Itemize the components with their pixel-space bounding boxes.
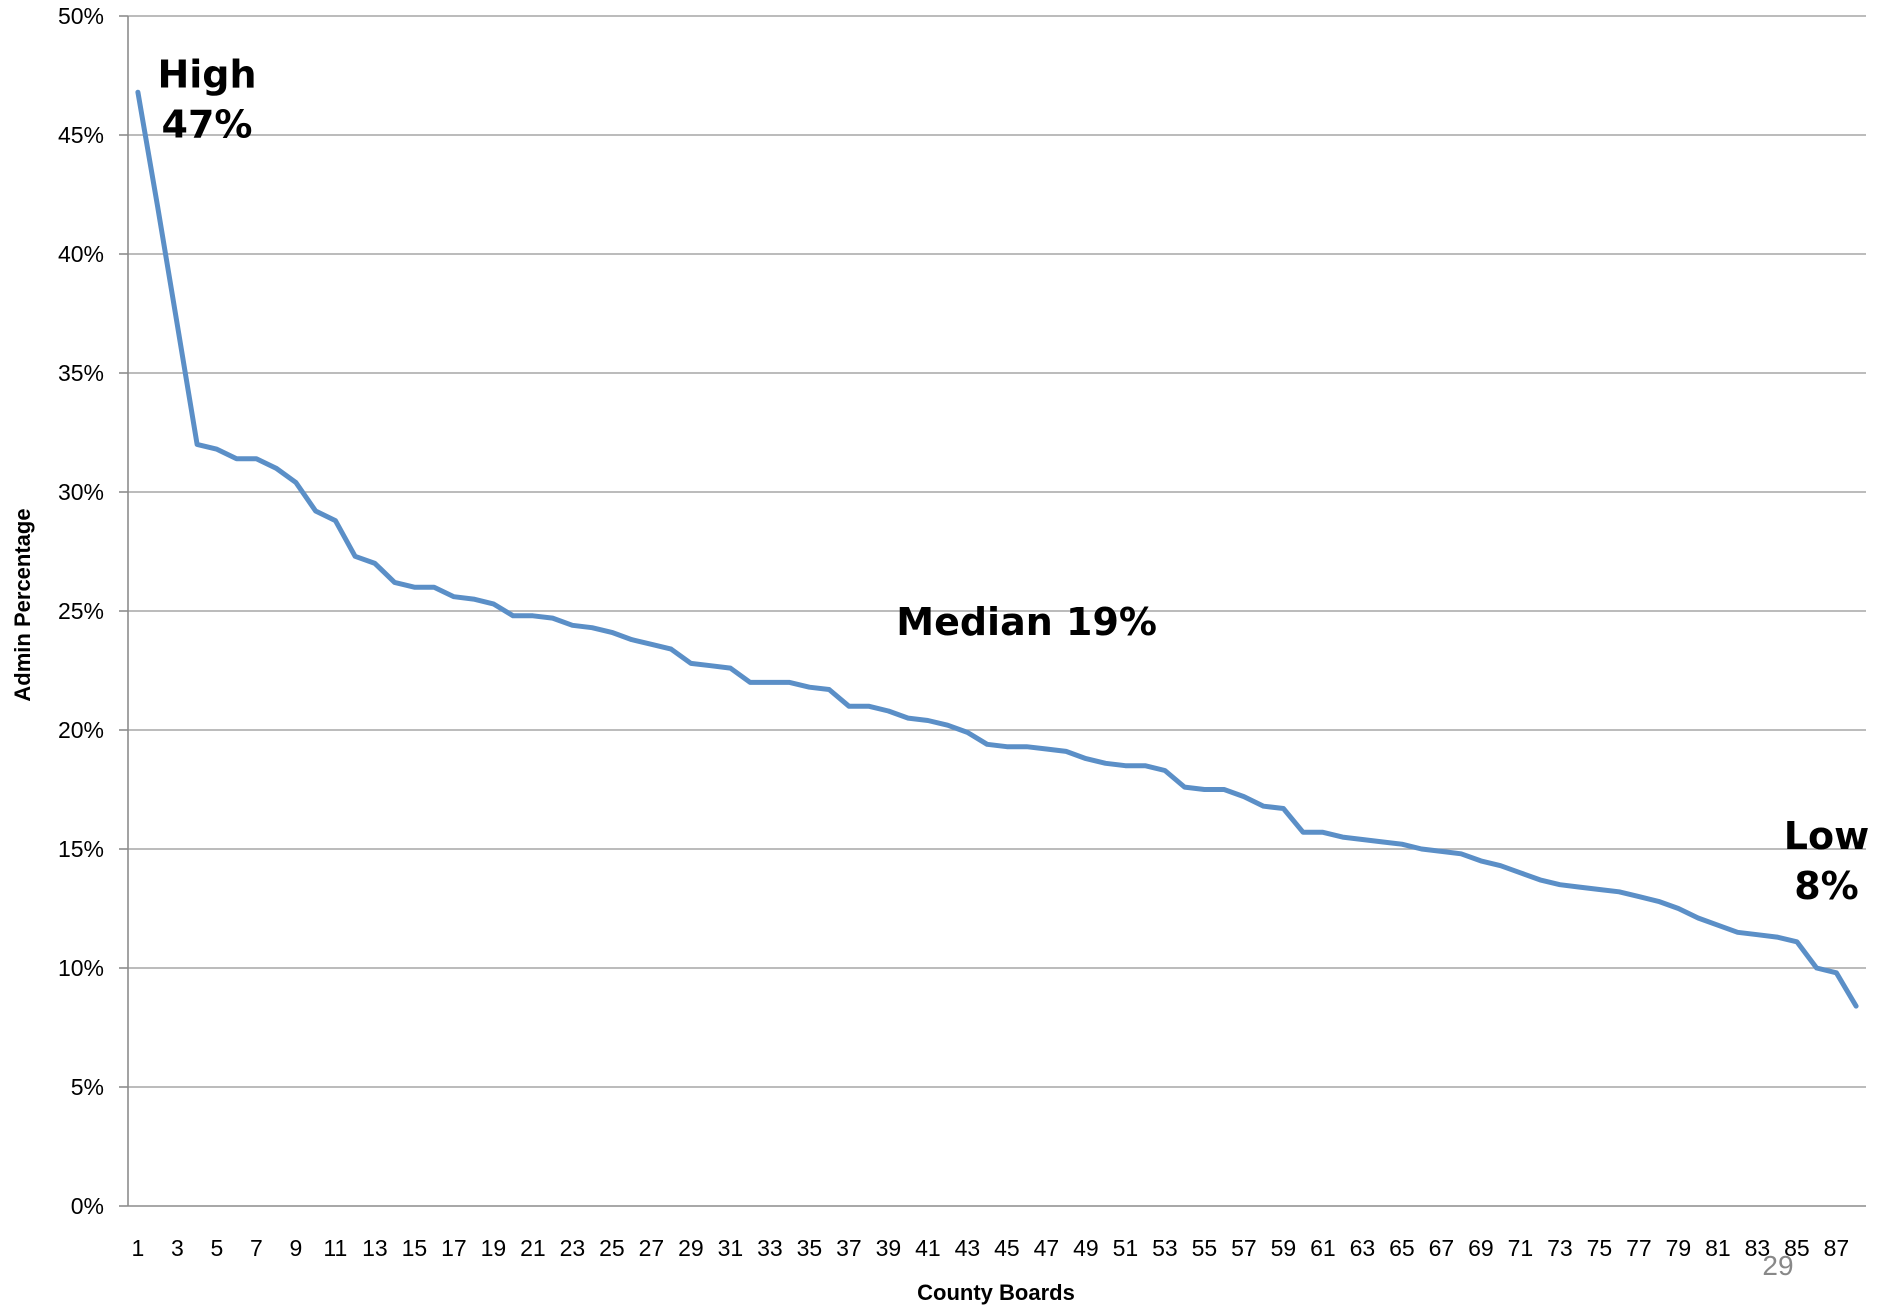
x-tick-labels: 1 3 5 7 9 11 13 15 17 19 21 23 25 27 29 31 33 35 37 39 41 43 4… (131, 1235, 1849, 1261)
x-tick-label: 19 (481, 1235, 507, 1261)
y-tick-label: 35% (58, 360, 104, 386)
x-tick-label: 17 (441, 1235, 467, 1261)
x-tick-label: 51 (1113, 1235, 1139, 1261)
y-tick-label: 15% (58, 836, 104, 862)
x-tick-label: 63 (1350, 1235, 1376, 1261)
x-tick-label: 81 (1705, 1235, 1731, 1261)
series-line (135, 89, 1859, 1009)
y-tick-label: 25% (58, 598, 104, 624)
x-tick-label: 87 (1824, 1235, 1850, 1261)
y-tick-label: 20% (58, 717, 104, 743)
x-tick-label: 79 (1666, 1235, 1692, 1261)
x-tick-label: 57 (1231, 1235, 1257, 1261)
y-tick-label: 50% (58, 3, 104, 29)
y-tick-label: 5% (71, 1074, 104, 1100)
x-tick-label: 23 (560, 1235, 586, 1261)
x-tick-label: 35 (797, 1235, 823, 1261)
page-number: 29 (1762, 1250, 1793, 1281)
x-tick-label: 45 (994, 1235, 1020, 1261)
y-tick-label: 0% (71, 1193, 104, 1219)
x-tick-label: 85 (1784, 1235, 1810, 1261)
x-tick-label: 39 (876, 1235, 902, 1261)
x-tick-label: 41 (915, 1235, 941, 1261)
x-tick-label: 21 (520, 1235, 546, 1261)
x-tick-label: 11 (323, 1235, 347, 1261)
x-tick-label: 59 (1271, 1235, 1297, 1261)
x-tick-label: 67 (1429, 1235, 1455, 1261)
y-tick-label: 45% (58, 122, 104, 148)
x-tick-label: 75 (1587, 1235, 1613, 1261)
annotation-low: Low 8% (1784, 814, 1869, 908)
x-tick-label: 33 (757, 1235, 783, 1261)
y-axis-title: Admin Percentage (10, 508, 35, 701)
x-axis-title: County Boards (917, 1280, 1075, 1305)
x-tick-label: 31 (718, 1235, 744, 1261)
x-tick-label: 43 (955, 1235, 981, 1261)
annotations: High 47% Median 19% Low 8% (157, 52, 1869, 908)
x-tick-label: 15 (402, 1235, 428, 1261)
series (135, 89, 1859, 1009)
axes (119, 15, 1866, 1207)
x-tick-label: 71 (1508, 1235, 1534, 1261)
x-tick-label: 83 (1745, 1235, 1771, 1261)
x-tick-label: 27 (639, 1235, 665, 1261)
x-tick-label: 29 (678, 1235, 704, 1261)
x-tick-label: 73 (1547, 1235, 1573, 1261)
x-tick-label: 47 (1034, 1235, 1060, 1261)
x-tick-label: 25 (599, 1235, 625, 1261)
x-tick-label: 65 (1389, 1235, 1415, 1261)
x-tick-label: 9 (289, 1235, 302, 1261)
x-tick-label: 77 (1626, 1235, 1652, 1261)
x-tick-label: 5 (210, 1235, 223, 1261)
x-tick-label: 1 (131, 1235, 144, 1261)
y-tick-label: 40% (58, 241, 104, 267)
x-tick-label: 3 (171, 1235, 184, 1261)
x-tick-label: 69 (1468, 1235, 1494, 1261)
x-tick-label: 7 (250, 1235, 263, 1261)
x-tick-label: 53 (1152, 1235, 1178, 1261)
x-tick-label: 49 (1073, 1235, 1099, 1261)
x-tick-label: 55 (1192, 1235, 1218, 1261)
y-tick-label: 30% (58, 479, 104, 505)
y-tick-label: 10% (58, 955, 104, 981)
gridlines (128, 15, 1866, 1088)
annotation-median: Median 19% (896, 600, 1157, 644)
x-tick-label: 13 (362, 1235, 388, 1261)
annotation-high: High 47% (157, 52, 256, 146)
x-tick-label: 37 (836, 1235, 862, 1261)
y-tick-labels: 0% 5% 10% 15% 20% 25% 30% 35% 40% 45% 50% (58, 3, 104, 1219)
x-tick-label: 61 (1310, 1235, 1336, 1261)
